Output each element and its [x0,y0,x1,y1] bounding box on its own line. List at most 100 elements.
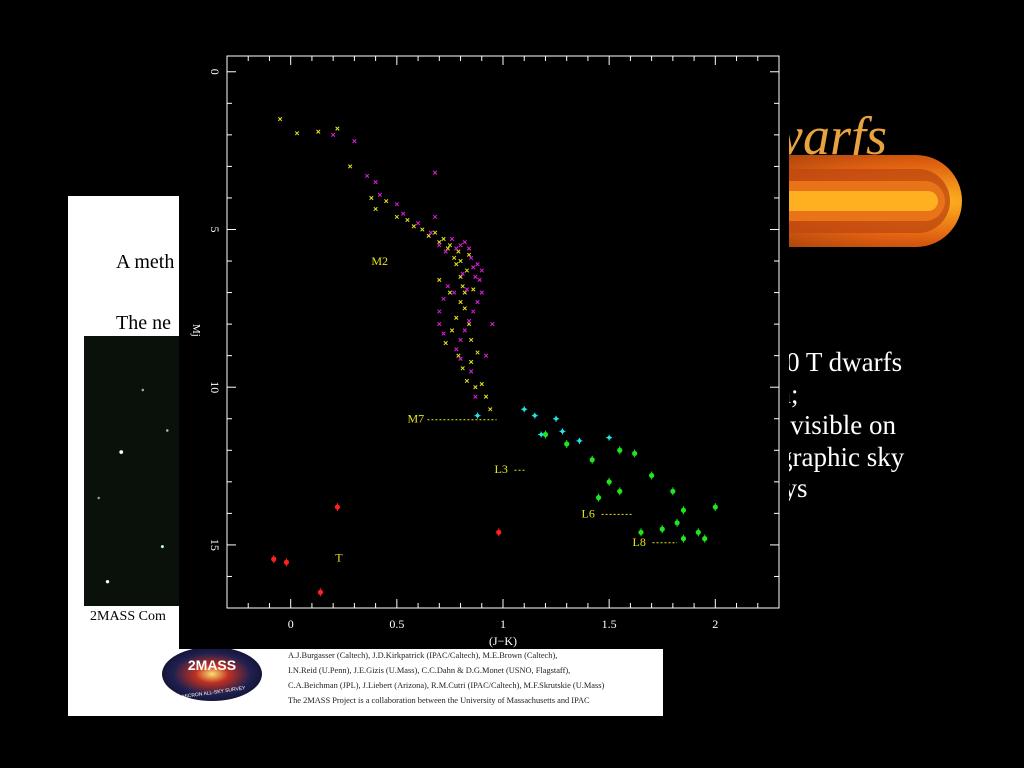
credits-line: C.A.Beichman (JPL), J.Liebert (Arizona),… [288,681,605,690]
x-tick-label: 1 [500,617,506,631]
data-point-cross [331,132,336,138]
data-point-cross [464,378,470,384]
data-point-cross [464,287,470,292]
data-point [317,589,324,595]
data-point-cross [479,381,484,387]
data-point-cross [352,139,357,144]
data-point [564,441,570,447]
data-point-cross [420,227,425,232]
data-point-cross [479,268,484,273]
data-point-cross [475,350,480,355]
data-point-cross [469,255,474,261]
data-point-cross [458,258,463,264]
data-point-cross [458,337,463,343]
spectral-type-label: L8 [633,535,646,549]
credits-line: A.J.Burgasser (Caltech), J.D.Kirkpatrick… [288,651,558,660]
data-point-cross [401,211,406,216]
data-point-cross [471,265,476,270]
logo-title: 2MASS [188,657,236,673]
data-point [649,472,655,479]
x-tick-label: 2 [712,617,718,631]
data-point-cross [437,321,442,327]
data-point-cross [405,217,410,223]
data-point [659,526,665,532]
data-point [702,536,708,542]
data-point-cross [441,331,446,336]
data-point [554,416,558,421]
data-point [632,450,638,457]
data-point [670,488,676,494]
data-point-cross [441,296,446,302]
data-point-cross [447,290,453,295]
credits-line: The 2MASS Project is a collaboration bet… [288,696,590,705]
data-point-cross [373,180,378,185]
data-point [577,439,582,443]
data-point [271,556,277,562]
data-point [695,529,701,535]
data-point-cross [462,290,467,295]
data-point [617,488,623,494]
data-point-cross [466,318,472,324]
data-point-cross [471,287,476,292]
data-point-cross [473,385,478,390]
data-point [533,413,537,418]
poster-text-line-2: The ne [116,312,171,334]
y-axis-label: Mj [190,324,202,337]
x-tick-label: 0.5 [389,617,404,631]
data-point [680,536,687,542]
data-point-cross [466,321,472,327]
data-point [334,504,340,510]
data-point-cross [369,195,374,201]
plot-frame-box [226,55,780,609]
2mass-logo: 2MASS 2 MICRON ALL-SKY SURVEY [162,647,262,701]
data-point-cross [432,214,438,220]
data-point-cross [452,255,457,261]
data-point [496,529,502,535]
data-point [617,447,623,453]
data-point-cross [437,243,442,248]
data-point [595,495,602,501]
spectral-type-label: M2 [371,254,388,268]
data-point-cross [377,192,383,197]
credits-block: A.J.Burgasser (Caltech), J.D.Kirkpatrick… [288,648,604,708]
data-point-cross [454,347,459,352]
credits-line: I.N.Reid (U.Penn), J.E.Gizis (U.Mass), C… [288,666,571,675]
data-point-cross [454,315,459,320]
data-point [680,507,687,513]
data-point-cross [460,284,465,289]
data-point-cross [432,230,438,235]
data-point-cross [475,262,480,267]
data-point-cross [458,274,463,279]
data-point-cross [466,246,472,251]
data-point-cross [426,233,431,238]
y-tick-label: 15 [208,539,222,551]
x-tick-label: 1.5 [602,617,617,631]
data-point-cross [443,249,448,254]
data-point-cross [454,262,459,267]
data-point [542,431,549,438]
data-point-cross [460,271,465,276]
data-point-cross [364,173,370,179]
spectral-type-label: M7 [407,412,424,426]
data-point-cross [477,277,482,283]
data-point [674,520,680,526]
data-point [607,435,611,440]
data-point [539,432,544,437]
data-point [475,413,480,418]
data-point-cross [411,224,416,229]
poster-text-line-1: A meth [116,251,175,273]
data-point-cross [464,268,470,273]
data-point-cross [479,290,484,295]
data-point-cross [483,394,489,399]
data-point [589,457,595,463]
data-point [283,559,290,565]
data-point-cross [469,337,474,343]
data-point-cross [394,214,399,220]
data-point-cross [462,328,467,333]
data-point-cross [458,243,463,248]
data-point-cross [483,353,489,358]
data-point-cross [437,277,442,283]
data-point-cross [447,243,453,248]
data-point [712,504,718,510]
data-point-cross [449,236,455,242]
